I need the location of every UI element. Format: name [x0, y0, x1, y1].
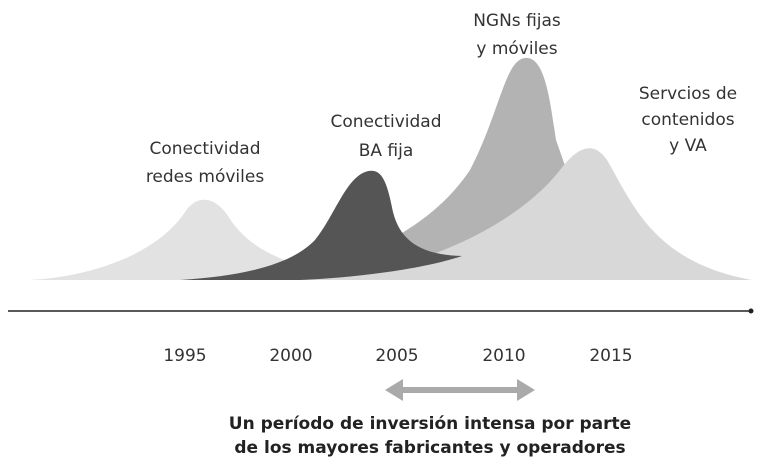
- wave-label: NGNs fijas: [473, 11, 561, 31]
- wave-label: y VA: [669, 136, 707, 156]
- year-label: 2015: [589, 346, 632, 366]
- period-arrow: [385, 379, 535, 401]
- year-label: 2010: [482, 346, 525, 366]
- wave-label: Conectividad: [149, 139, 260, 159]
- year-label: 2000: [269, 346, 312, 366]
- axis-end: [748, 308, 754, 314]
- caption: Un período de inversión intensa por part…: [229, 414, 631, 434]
- wave-services: [300, 148, 752, 280]
- caption: de los mayores fabricantes y operadores: [234, 438, 625, 458]
- wave-label: Servcios de: [639, 84, 737, 104]
- wave-label: Conectividad: [330, 112, 441, 132]
- wave-label: BA fija: [359, 141, 414, 161]
- wave-mobile: [30, 199, 410, 280]
- wave-label: contenidos: [641, 110, 734, 130]
- labels: Conectividad redes móviles Conectividad BA …: [146, 11, 737, 458]
- wave-label: redes móviles: [146, 167, 265, 187]
- year-label: 2005: [375, 346, 418, 366]
- wave-label: y móviles: [476, 39, 557, 59]
- wave-broadband: [180, 170, 462, 280]
- year-label: 1995: [163, 346, 206, 366]
